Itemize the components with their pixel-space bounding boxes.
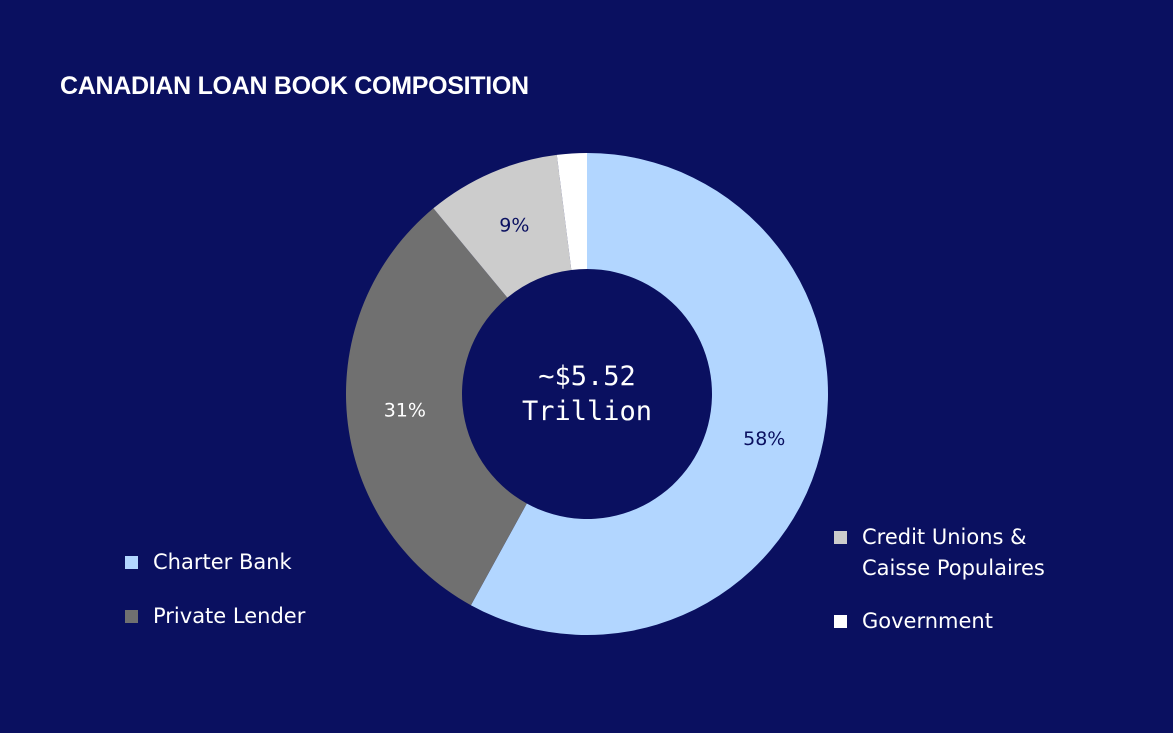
center-value: ~$5.52 <box>538 361 636 392</box>
legend-item-government: Government <box>834 606 993 637</box>
legend-swatch <box>834 531 847 544</box>
chart-title: CANADIAN LOAN BOOK COMPOSITION <box>60 72 529 100</box>
slice-label: 31% <box>384 400 426 422</box>
slice-government <box>556 153 587 270</box>
legend-swatch <box>125 610 138 623</box>
legend-label: Credit Unions & Caisse Populaires <box>862 525 1045 580</box>
legend-item-charter-bank: Charter Bank <box>125 547 292 578</box>
slice-label: 2% <box>558 158 588 180</box>
center-unit: Trillion <box>522 396 652 427</box>
legend-item-credit-unions: Credit Unions & Caisse Populaires <box>834 522 1045 584</box>
slice-charter-bank <box>470 153 828 635</box>
donut-slices <box>346 153 828 635</box>
legend-swatch <box>125 556 138 569</box>
slice-label: 9% <box>499 215 529 237</box>
legend-label: Private Lender <box>153 604 306 628</box>
slice-private-lender <box>346 208 527 606</box>
legend-label: Charter Bank <box>153 550 292 574</box>
donut-slice-labels: 58% 31% 9% 2% <box>384 158 786 450</box>
legend-label: Government <box>862 609 993 633</box>
slice-label: 58% <box>743 428 785 450</box>
legend-swatch <box>834 615 847 628</box>
legend-item-private-lender: Private Lender <box>125 601 305 632</box>
slice-credit-unions-caisse-populaires <box>433 154 572 298</box>
